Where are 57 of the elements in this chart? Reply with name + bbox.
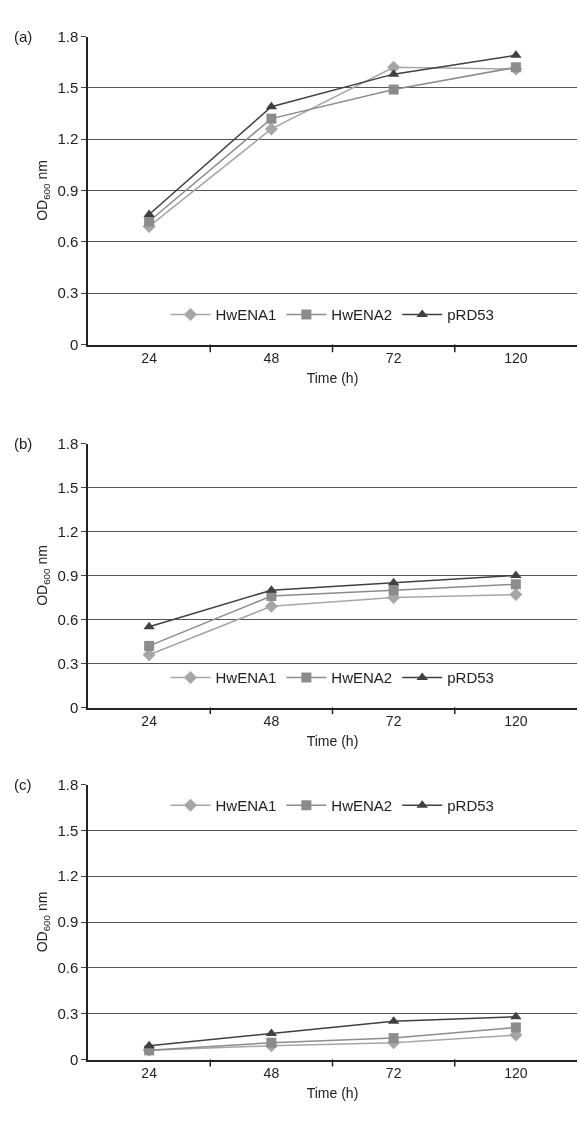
y-tick-label: 0.6 (57, 959, 79, 977)
point (388, 84, 399, 95)
x-tick-label: 120 (504, 1065, 528, 1082)
y-tick-label: 0.9 (57, 181, 79, 199)
y-tick-label: 1.5 (57, 821, 79, 839)
legend-label: pRD53 (447, 797, 494, 814)
x-tick-label: 120 (504, 350, 528, 367)
chart-title: (a) (14, 28, 33, 45)
point (509, 588, 523, 602)
x-tick-label: 24 (141, 713, 158, 730)
y-tick-label: 1.2 (57, 130, 79, 148)
x-tick-label: 72 (385, 713, 402, 730)
y-tick-label: 1.5 (57, 478, 79, 496)
y-tick-label: 0.6 (57, 233, 79, 251)
x-tick-label: 24 (141, 1065, 158, 1082)
point (388, 585, 399, 596)
legend-label: HwENA1 (215, 797, 277, 814)
point (264, 599, 278, 613)
x-tick-label: 72 (385, 350, 402, 367)
x-tick-label: 48 (263, 350, 280, 367)
x-tick-label: 24 (141, 350, 158, 367)
x-axis-title: Time (h) (306, 732, 359, 749)
legend-label: HwENA2 (331, 306, 393, 324)
y-tick-label: 0 (69, 698, 79, 716)
x-tick-label: 120 (504, 713, 528, 730)
y-tick-label: 0 (69, 1050, 79, 1068)
legend-label: pRD53 (447, 306, 494, 324)
chart-title: (b) (14, 435, 33, 452)
y-tick-label: 0.9 (57, 913, 79, 931)
point (264, 122, 278, 136)
legend-label: HwENA1 (215, 306, 277, 324)
legend-label: HwENA1 (215, 669, 277, 687)
y-tick-label: 1.2 (57, 867, 79, 885)
y-tick-label: 0 (69, 335, 79, 353)
y-tick-label: 1.2 (57, 522, 79, 540)
legend-label: HwENA2 (331, 669, 393, 687)
y-tick-label: 1.8 (57, 775, 79, 793)
y-tick-label: 1.5 (57, 79, 79, 97)
y-tick-label: 1.8 (57, 27, 79, 45)
y-tick-label: 0.9 (57, 566, 79, 584)
y-tick-label: 0.6 (57, 610, 79, 628)
x-axis-title: Time (h) (306, 1084, 359, 1101)
y-tick-label: 0.3 (57, 284, 79, 302)
x-tick-label: 48 (263, 713, 280, 730)
x-axis-title: Time (h) (306, 369, 359, 386)
x-tick-label: 48 (263, 1065, 280, 1082)
point (266, 113, 277, 124)
legend-label: HwENA2 (331, 797, 393, 814)
point (510, 579, 521, 590)
y-tick-label: 0.3 (57, 654, 79, 672)
x-tick-label: 72 (385, 1065, 402, 1082)
legend-label: pRD53 (447, 669, 494, 687)
chart-title: (c) (14, 776, 32, 793)
y-tick-label: 0.3 (57, 1004, 79, 1022)
y-tick-label: 1.8 (57, 434, 79, 452)
point (144, 216, 155, 227)
point (144, 640, 155, 651)
